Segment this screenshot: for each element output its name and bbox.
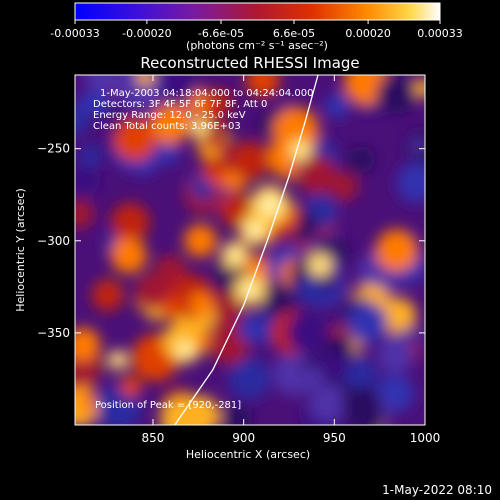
heatmap-image bbox=[75, 75, 425, 425]
heatmap-blob bbox=[160, 296, 183, 319]
plot-frame bbox=[74, 74, 426, 426]
heatmap-blob bbox=[375, 229, 418, 272]
heatmap-blob bbox=[342, 356, 377, 390]
colorbar-tick-label: 6.6e-05 bbox=[273, 27, 315, 40]
heatmap-blob bbox=[375, 75, 417, 115]
heatmap-blob bbox=[286, 311, 330, 355]
colorbar-ticks: -0.00033 -0.00020 -6.6e-05 6.6e-05 0.00020 0.… bbox=[50, 20, 463, 40]
colorbar-tick-label: 0.00020 bbox=[345, 27, 391, 40]
x-axis-ticks: 850 900 950 1000 bbox=[142, 75, 441, 445]
colorbar-tick-label: 0.00033 bbox=[417, 27, 463, 40]
heatmap-blob bbox=[111, 203, 150, 242]
annotation-energy-range: Energy Range: 12.0 - 25.0 keV bbox=[93, 110, 246, 121]
heatmap-blob bbox=[92, 282, 122, 312]
heatmap-blob bbox=[120, 375, 142, 397]
annotation-detectors: Detectors: 3F 4F 5F 6F 7F 8F, Att 0 bbox=[93, 99, 267, 110]
heatmap-blob bbox=[153, 75, 197, 107]
heatmap-blob bbox=[83, 75, 120, 94]
plot-area bbox=[75, 75, 425, 425]
heatmap-blob bbox=[134, 273, 172, 311]
peak-position-label: Position of Peak = [920,-281] bbox=[95, 400, 241, 411]
chart-title: Reconstructed RHESSI Image bbox=[140, 54, 359, 72]
heatmap-blob bbox=[346, 302, 389, 344]
footer-timestamp: 1-May-2022 08:10 bbox=[382, 483, 492, 497]
colorbar-unit-label: (photons cm⁻² s⁻¹ asec⁻²) bbox=[186, 39, 328, 52]
heatmap-blob bbox=[396, 162, 425, 203]
heatmap-blob bbox=[75, 162, 101, 197]
y-axis-label: Heliocentric Y (arcsec) bbox=[14, 188, 27, 312]
colorbar bbox=[74, 2, 441, 21]
heatmap-blob bbox=[156, 141, 180, 165]
heatmap-blob bbox=[222, 404, 253, 425]
y-axis-ticks: −250 −300 −350 bbox=[37, 142, 425, 340]
heatmap-blob bbox=[228, 357, 271, 400]
heatmap-blob bbox=[78, 145, 102, 168]
annotation-time-range: 1-May-2003 04:18:04.000 to 04:24:04.000 bbox=[100, 88, 313, 99]
heatmap-hotspot-core bbox=[260, 195, 280, 215]
heatmap-blob bbox=[308, 384, 348, 423]
heatmap-hotspot-core bbox=[242, 282, 258, 298]
x-tick-label: 900 bbox=[232, 431, 255, 445]
heatmap-blob bbox=[410, 137, 425, 155]
y-tick-label: −350 bbox=[37, 326, 70, 340]
heatmap-blob bbox=[296, 275, 326, 306]
solar-limb-curve bbox=[174, 75, 319, 425]
y-tick-label: −300 bbox=[37, 234, 70, 248]
heatmap-hotspot-core bbox=[314, 259, 326, 271]
heatmap-blob bbox=[324, 93, 350, 119]
y-tick-label: −250 bbox=[37, 142, 70, 156]
x-tick-label: 1000 bbox=[410, 431, 441, 445]
heatmap-blob bbox=[329, 171, 359, 201]
heatmap-hotspot-core bbox=[228, 248, 242, 262]
heatmap-blob bbox=[189, 292, 214, 316]
colorbar-tick-label: -6.6e-05 bbox=[198, 27, 244, 40]
heatmap-blob bbox=[218, 139, 237, 159]
heatmap-blob bbox=[136, 75, 154, 86]
heatmap-blob bbox=[110, 237, 147, 274]
heatmap-blob bbox=[75, 94, 96, 114]
heatmap-blob bbox=[413, 78, 425, 98]
heatmap-blob bbox=[237, 315, 265, 343]
heatmap-blob bbox=[108, 97, 127, 116]
heatmap-blob bbox=[302, 366, 325, 388]
heatmap-blob bbox=[75, 327, 101, 362]
heatmap-blob bbox=[341, 385, 382, 425]
heatmap-hotspot-core bbox=[113, 355, 123, 365]
heatmap-blob bbox=[320, 352, 349, 382]
heatmap-blob bbox=[75, 106, 90, 136]
heatmap-hotspot-core bbox=[178, 343, 192, 357]
heatmap-blob bbox=[76, 394, 96, 414]
heatmap-hotspot-core bbox=[195, 123, 205, 133]
heatmap-blob bbox=[258, 280, 293, 315]
heatmap-blob bbox=[206, 89, 233, 116]
heatmap-blob bbox=[184, 224, 217, 258]
heatmap-blob bbox=[156, 112, 186, 142]
heatmap-blob bbox=[75, 199, 94, 229]
heatmap-blob bbox=[113, 118, 157, 161]
x-axis-label: Heliocentric X (arcsec) bbox=[186, 448, 310, 461]
heatmap-blob bbox=[377, 336, 414, 374]
heatmap-blob bbox=[230, 141, 270, 180]
heatmap-blob bbox=[245, 75, 280, 98]
annotation-total-counts: Clean Total counts: 3.96E+03 bbox=[93, 121, 241, 132]
heatmap-blob bbox=[297, 155, 337, 195]
x-tick-label: 850 bbox=[142, 431, 165, 445]
colorbar-tick-label: -0.00033 bbox=[50, 27, 99, 40]
heatmap-blob bbox=[192, 178, 215, 201]
colorbar-tick-label: -0.00020 bbox=[122, 27, 171, 40]
x-tick-label: 950 bbox=[323, 431, 346, 445]
annotation-block: 1-May-2003 04:18:04.000 to 04:24:04.000 … bbox=[93, 88, 313, 132]
heatmap-hotspot-core bbox=[247, 222, 263, 238]
heatmap-blob bbox=[346, 145, 375, 174]
heatmap-blob bbox=[114, 75, 163, 113]
